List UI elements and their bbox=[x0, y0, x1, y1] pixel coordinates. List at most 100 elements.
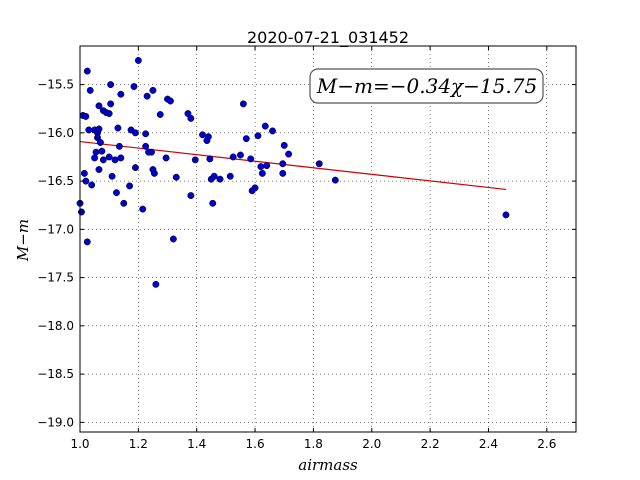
fit-annotation: M−m=−0.34χ−15.75 bbox=[309, 68, 544, 104]
data-point bbox=[85, 126, 93, 134]
data-point bbox=[502, 211, 510, 219]
data-point bbox=[156, 111, 164, 118]
x-tick-label: 1.4 bbox=[187, 437, 206, 451]
data-point bbox=[148, 148, 155, 156]
data-point bbox=[216, 175, 224, 183]
data-point bbox=[150, 169, 158, 177]
data-point bbox=[107, 81, 115, 89]
data-point bbox=[108, 172, 116, 180]
data-point bbox=[285, 150, 293, 158]
data-point bbox=[280, 141, 288, 149]
x-tick-label: 1.0 bbox=[70, 437, 89, 451]
data-point bbox=[91, 154, 99, 162]
data-point bbox=[187, 114, 195, 122]
x-tick-label: 2.0 bbox=[362, 437, 381, 451]
data-point bbox=[80, 169, 88, 177]
data-point bbox=[199, 131, 206, 139]
x-tick-label: 2.2 bbox=[421, 437, 440, 451]
x-axis-label: airmass bbox=[298, 456, 358, 474]
data-point bbox=[142, 142, 150, 150]
data-point bbox=[105, 110, 113, 118]
data-point bbox=[130, 83, 138, 90]
x-tick-label: 1.6 bbox=[246, 437, 265, 451]
x-tick-label: 2.6 bbox=[537, 437, 556, 451]
data-point bbox=[209, 199, 217, 207]
data-point bbox=[166, 97, 174, 105]
data-point bbox=[247, 155, 255, 163]
y-axis-ticks: −15.5 −16.0 −16.5 −17.0 −17.5 −18.0 −18.5 −19.0 bbox=[37, 78, 576, 429]
x-axis-ticks: 1.0 1.2 1.4 1.6 1.8 2.0 2.2 2.4 2.6 bbox=[70, 46, 556, 451]
data-point bbox=[111, 156, 119, 164]
data-point bbox=[242, 135, 250, 143]
data-point bbox=[134, 57, 142, 64]
data-point bbox=[229, 153, 237, 161]
data-point bbox=[95, 166, 103, 173]
data-point bbox=[95, 125, 103, 133]
data-point bbox=[226, 172, 234, 180]
data-point bbox=[83, 238, 91, 246]
data-point bbox=[149, 86, 157, 94]
data-point bbox=[88, 181, 96, 189]
data-point bbox=[139, 205, 147, 213]
data-point bbox=[172, 173, 180, 181]
data-point bbox=[113, 189, 120, 197]
data-point bbox=[83, 67, 91, 75]
y-tick-label: −15.5 bbox=[37, 78, 74, 92]
data-point bbox=[131, 164, 139, 172]
data-point bbox=[92, 148, 100, 156]
data-point bbox=[107, 100, 115, 108]
data-point bbox=[237, 151, 244, 159]
data-point bbox=[206, 155, 214, 163]
plot-frame bbox=[79, 45, 577, 433]
data-point bbox=[96, 139, 104, 146]
data-point bbox=[257, 163, 265, 171]
x-tick-label: 1.8 bbox=[304, 437, 323, 451]
y-tick-label: −19.0 bbox=[37, 415, 74, 429]
data-point bbox=[99, 156, 107, 164]
data-point bbox=[279, 160, 287, 168]
data-point bbox=[152, 280, 160, 288]
data-point bbox=[261, 122, 269, 130]
plot-area bbox=[80, 46, 576, 432]
data-point bbox=[114, 124, 122, 132]
data-point bbox=[239, 100, 247, 108]
data-point bbox=[126, 182, 134, 190]
data-point bbox=[269, 127, 277, 135]
data-point bbox=[117, 154, 125, 162]
data-point bbox=[263, 162, 271, 170]
data-point bbox=[279, 169, 287, 177]
data-point bbox=[95, 102, 103, 110]
data-point bbox=[117, 90, 125, 98]
data-point bbox=[187, 192, 195, 200]
data-point bbox=[162, 154, 170, 162]
annotation-box bbox=[309, 68, 544, 104]
y-tick-label: −16.0 bbox=[37, 126, 74, 140]
data-point bbox=[331, 176, 339, 184]
data-point bbox=[82, 112, 90, 120]
data-point bbox=[98, 147, 106, 155]
data-point bbox=[204, 133, 212, 141]
data-points bbox=[76, 57, 510, 288]
data-point bbox=[142, 130, 150, 138]
data-point bbox=[258, 169, 266, 177]
chart-title: 2020-07-21_031452 bbox=[247, 28, 409, 48]
data-point bbox=[254, 132, 262, 140]
y-axis-label: M−m bbox=[14, 219, 32, 262]
y-tick-label: −16.5 bbox=[37, 174, 74, 188]
data-point bbox=[143, 92, 151, 100]
x-tick-label: 2.4 bbox=[479, 437, 498, 451]
x-tick-label: 1.2 bbox=[129, 437, 148, 451]
data-point bbox=[78, 208, 85, 216]
data-point bbox=[169, 235, 177, 243]
data-point bbox=[131, 129, 139, 137]
data-point bbox=[210, 172, 218, 180]
y-tick-label: −17.0 bbox=[37, 222, 74, 236]
data-point bbox=[251, 184, 259, 192]
data-point bbox=[191, 156, 199, 164]
y-tick-label: −17.5 bbox=[37, 271, 74, 285]
data-point bbox=[86, 86, 94, 94]
data-point bbox=[315, 160, 323, 168]
data-point bbox=[120, 199, 128, 207]
